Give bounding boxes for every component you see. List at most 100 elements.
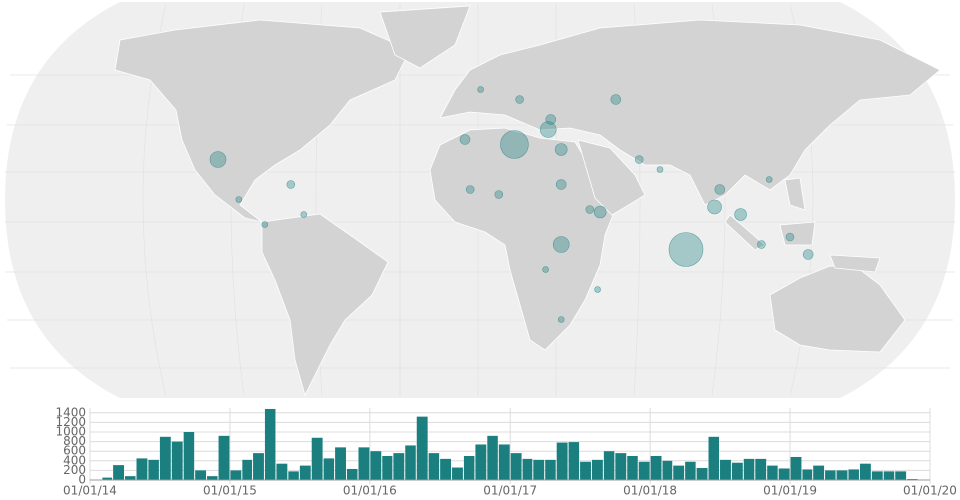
bar [323, 458, 335, 480]
event-bubble [465, 185, 475, 194]
bar [276, 463, 288, 480]
bar [358, 447, 370, 480]
bar [416, 416, 428, 480]
bar [836, 470, 848, 480]
x-tick-label: 01/01/16 [343, 484, 397, 498]
bar [405, 445, 416, 480]
bar [848, 469, 859, 480]
x-tick-label: 01/01/19 [763, 484, 817, 498]
event-bubble [300, 211, 308, 218]
bar [463, 456, 475, 480]
bar [825, 470, 836, 480]
event-bubble [552, 236, 570, 253]
event-bubble [539, 121, 557, 138]
y-tick-label: 0 [78, 473, 86, 487]
eurasia [439, 19, 941, 206]
bar [218, 435, 230, 480]
event-bubble [765, 176, 773, 183]
map [5, 2, 955, 398]
islands [724, 177, 881, 273]
bar [650, 456, 662, 480]
bar [859, 463, 871, 480]
bar [195, 470, 207, 480]
x-tick-label: 01/01/18 [623, 484, 677, 498]
bar [335, 447, 346, 480]
bar [638, 461, 650, 480]
bar [452, 467, 463, 480]
south-america [261, 213, 389, 397]
bar [895, 471, 907, 480]
event-bubble [515, 95, 524, 104]
event-bubble [494, 190, 504, 199]
bar [662, 460, 673, 480]
event-bubble [593, 205, 607, 219]
event-bubble [785, 232, 795, 242]
bar [382, 456, 393, 480]
bar [242, 459, 253, 480]
event-bubble [634, 155, 644, 164]
bar [813, 465, 825, 480]
bar [171, 441, 183, 480]
bar [580, 461, 591, 480]
y-tick-label: 400 [63, 453, 86, 467]
bar [545, 459, 556, 480]
bar [475, 444, 487, 480]
event-bubble [286, 180, 296, 189]
bar [230, 470, 242, 480]
bar [311, 437, 323, 480]
bar [883, 471, 895, 480]
event-bubble [610, 94, 622, 105]
x-tick-label: 01/01/14 [63, 484, 117, 498]
bar [568, 442, 580, 480]
bar [533, 459, 545, 480]
bar [755, 458, 767, 480]
event-bubble [734, 208, 747, 221]
bar [159, 436, 171, 480]
x-tick-label: 01/01/20 [903, 484, 957, 498]
bar [440, 458, 452, 480]
land [114, 5, 941, 397]
bar [113, 465, 125, 480]
y-tick-label: 1200 [55, 415, 86, 429]
event-bubble [802, 249, 814, 260]
bar [428, 453, 440, 480]
bar [685, 461, 696, 480]
event-bubble [557, 316, 565, 323]
event-bubble [235, 196, 243, 203]
north-america [114, 19, 411, 223]
x-tick-label: 01/01/17 [483, 484, 537, 498]
bar [183, 432, 195, 480]
bar [288, 471, 299, 480]
bar [393, 453, 405, 480]
event-bubble [209, 151, 227, 168]
event-bubble [594, 286, 601, 293]
y-tick-label: 800 [63, 434, 86, 448]
bar [615, 453, 627, 480]
bar [778, 468, 790, 480]
bar [253, 453, 264, 480]
event-bubble [555, 179, 567, 190]
bar [743, 458, 755, 480]
bar [720, 459, 731, 480]
event-bubble [585, 205, 595, 214]
africa [429, 127, 616, 351]
bar [790, 456, 802, 480]
bar [522, 458, 533, 480]
bar [591, 459, 603, 480]
bar [125, 476, 136, 480]
event-bubble [714, 184, 726, 195]
x-tick-label: 01/01/15 [203, 484, 257, 498]
event-bubble [545, 114, 557, 125]
bar [767, 465, 778, 480]
bar [207, 476, 218, 480]
bar [498, 444, 510, 480]
event-bubble [656, 166, 664, 173]
bar [731, 462, 743, 480]
bar [603, 451, 615, 480]
event-bubble [459, 134, 471, 145]
y-tick-label: 200 [63, 463, 86, 477]
bar [102, 477, 113, 480]
